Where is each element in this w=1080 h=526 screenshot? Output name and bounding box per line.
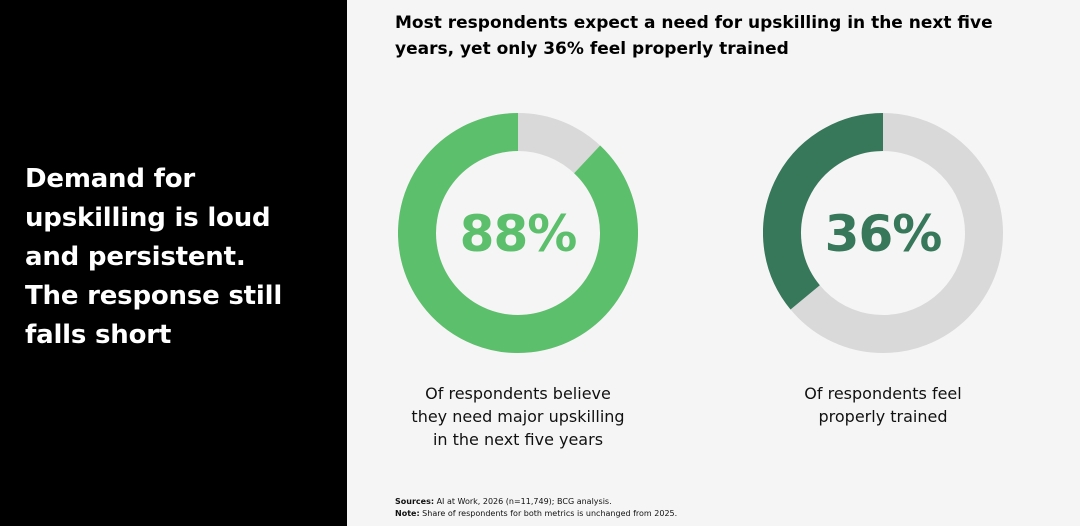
slide-heading-line: The response still xyxy=(25,281,283,311)
donut-svg-trained: 36% xyxy=(763,113,1003,353)
note-label: Note: xyxy=(395,509,420,518)
slide-heading-line: upskilling is loud xyxy=(25,203,271,233)
caption-line: properly trained xyxy=(818,407,948,426)
caption-line: they need major upskilling xyxy=(411,407,625,426)
donut-svg-upskilling: 88% xyxy=(398,113,638,353)
slide-heading-line: Demand for xyxy=(25,164,196,194)
donut-chart-trained: 36% xyxy=(763,108,1003,358)
left-panel: Demand for upskilling is loud and persis… xyxy=(0,0,347,526)
donut-value-label: 36% xyxy=(825,205,942,263)
donut-chart-upskilling: 88% xyxy=(398,108,638,358)
chart-title-line: Most respondents expect a need for upski… xyxy=(395,13,993,33)
sources-note: Sources: AI at Work, 2026 (n=11,749); BC… xyxy=(395,496,677,508)
chart-title-line: years, yet only 36% feel properly traine… xyxy=(395,39,789,59)
donut-arc-upskilling xyxy=(398,113,638,353)
donut-caption-upskilling: Of respondents believe they need major u… xyxy=(388,382,648,451)
caption-line: in the next five years xyxy=(432,430,604,449)
donut-arc-trained xyxy=(763,113,884,310)
slide-heading: Demand for upskilling is loud and persis… xyxy=(25,160,325,355)
right-panel: Most respondents expect a need for upski… xyxy=(347,0,1080,526)
caption-line: Of respondents believe xyxy=(425,384,611,403)
caption-line: Of respondents feel xyxy=(804,384,962,403)
sources-label: Sources: xyxy=(395,497,435,506)
note-line: Note: Share of respondents for both metr… xyxy=(395,508,677,520)
chart-title: Most respondents expect a need for upski… xyxy=(395,10,1035,62)
footnotes: Sources: AI at Work, 2026 (n=11,749); BC… xyxy=(395,496,677,520)
slide-heading-line: and persistent. xyxy=(25,242,246,272)
sources-text: AI at Work, 2026 (n=11,749); BCG analysi… xyxy=(434,497,612,506)
donut-value-label: 88% xyxy=(460,205,577,263)
note-text: Share of respondents for both metrics is… xyxy=(419,509,678,518)
donut-caption-trained: Of respondents feel properly trained xyxy=(753,382,1013,428)
slide-heading-line: falls short xyxy=(25,320,172,350)
